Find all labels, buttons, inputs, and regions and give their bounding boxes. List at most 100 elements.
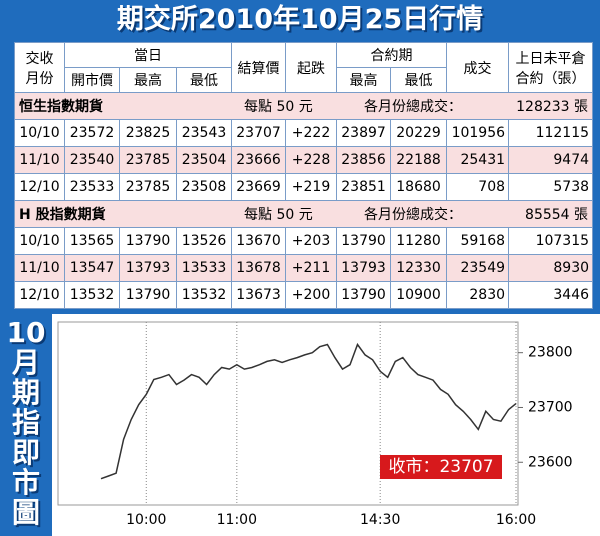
- total-label: 各月份總成交：: [364, 99, 462, 115]
- data-cell: 13532: [175, 281, 233, 309]
- header-cell: 最高: [119, 67, 177, 93]
- data-cell: 13526: [175, 227, 233, 255]
- chart: 10:00 11:00 14:30 16:00 23600 23700 23800 收市：23…: [52, 314, 600, 536]
- chart-title: 10月期指即市圖: [6, 316, 46, 529]
- header-cell: 交收 月份: [14, 42, 65, 93]
- data-cell: 10/10: [14, 119, 65, 147]
- data-cell: +228: [285, 146, 338, 174]
- data-cell: 23897: [336, 119, 392, 147]
- header-cell: 上日未平倉合約（張）: [508, 42, 594, 93]
- data-cell: 23533: [64, 173, 120, 201]
- header-text: 月份: [25, 70, 54, 87]
- annotation-box: [380, 455, 502, 479]
- data-cell: 9474: [508, 146, 594, 174]
- header-text: 上日未平倉: [515, 50, 586, 67]
- data-row: 10/10 23572 23825 23543 23707 +222 23897 20229 1…: [14, 119, 594, 147]
- data-cell: +200: [285, 281, 338, 309]
- data-cell: 23572: [64, 119, 120, 147]
- data-cell: 708: [446, 173, 510, 201]
- data-cell: 13790: [119, 281, 177, 309]
- data-cell: 11/10: [14, 146, 65, 174]
- section-row: H 股指數期貨 每點 50 元 各月份總成交： 85554 張: [13, 200, 594, 228]
- x-tick-label: 11:00: [217, 512, 257, 528]
- data-row: 11/10 13547 13793 13533 13678 +211 13793 12330 2…: [14, 254, 594, 282]
- data-cell: 10/10: [14, 227, 65, 255]
- header-cell: 合約期: [336, 42, 448, 68]
- section-row: 恒生指數期貨 每點 50 元 各月份總成交： 128233 張: [13, 92, 594, 120]
- data-cell: 23504: [175, 146, 233, 174]
- data-cell: 23540: [64, 146, 120, 174]
- data-cell: 11280: [390, 227, 448, 255]
- data-cell: +203: [285, 227, 338, 255]
- header-text: 交收: [25, 50, 54, 67]
- data-row: 12/10 23533 23785 23508 23669 +219 23851 18680 7…: [14, 173, 594, 201]
- data-cell: 10900: [390, 281, 448, 309]
- y-tick-label: 23600: [528, 454, 573, 470]
- data-row: 12/10 13532 13790 13532 13673 +200 13790 10900 2…: [14, 281, 594, 309]
- data-row: 10/10 13565 13790 13526 13670 +203 13790 11280 5…: [14, 227, 594, 255]
- data-cell: 20229: [390, 119, 448, 147]
- header-text: 合約（張）: [515, 70, 586, 87]
- data-cell: 112115: [508, 119, 594, 147]
- data-cell: 23785: [119, 146, 177, 174]
- data-cell: 23856: [336, 146, 392, 174]
- data-row: 11/10 23540 23785 23504 23666 +228 23856 22188 2…: [14, 146, 594, 174]
- data-cell: 13670: [231, 227, 287, 255]
- data-cell: 13547: [64, 254, 120, 282]
- data-cell: 13532: [64, 281, 120, 309]
- data-cell: 13793: [336, 254, 392, 282]
- quote-table: 交收 月份 當日 結算價 起跌 合約期 成交 上日未平倉 合約（張） 開市價 最高 …: [13, 42, 594, 309]
- data-cell: 13790: [119, 227, 177, 255]
- data-cell: 13565: [64, 227, 120, 255]
- data-cell: 2830: [446, 281, 510, 309]
- data-cell: 18680: [390, 173, 448, 201]
- y-tick-label: 23800: [528, 345, 573, 361]
- x-tick-label: 16:00: [496, 512, 536, 528]
- header-cell: 開市價: [64, 67, 120, 93]
- data-cell: 12330: [390, 254, 448, 282]
- data-cell: 13793: [119, 254, 177, 282]
- data-cell: 22188: [390, 146, 448, 174]
- data-cell: 12/10: [14, 173, 65, 201]
- data-cell: 23508: [175, 173, 233, 201]
- section-info: 恒生指數期貨 每點 50 元 各月份總成交： 128233 張: [15, 96, 592, 116]
- data-cell: 23543: [175, 119, 233, 147]
- header-cell: 當日: [63, 42, 233, 68]
- data-cell: 13790: [336, 281, 392, 309]
- section-cell: H 股指數期貨 每點 50 元 各月份總成交： 85554 張: [13, 200, 594, 228]
- data-cell: 25431: [446, 146, 510, 174]
- data-cell: 13673: [231, 281, 287, 309]
- data-cell: 23669: [231, 173, 287, 201]
- data-cell: 8930: [508, 254, 594, 282]
- data-cell: 5738: [508, 173, 594, 201]
- data-cell: 23666: [231, 146, 287, 174]
- y-tick-label: 23700: [528, 399, 573, 415]
- point-value: 每點 50 元: [244, 99, 313, 115]
- data-cell: 23825: [119, 119, 177, 147]
- data-cell: 11/10: [14, 254, 65, 282]
- point-value: 每點 50 元: [244, 207, 313, 223]
- total-volume: 128233 張: [516, 99, 589, 115]
- section-cell: 恒生指數期貨 每點 50 元 各月份總成交： 128233 張: [13, 92, 594, 120]
- total-volume: 85554 張: [525, 207, 589, 223]
- data-cell: 13790: [336, 227, 392, 255]
- data-cell: +211: [285, 254, 338, 282]
- data-cell: 107315: [508, 227, 594, 255]
- data-cell: 23785: [119, 173, 177, 201]
- data-cell: 23549: [446, 254, 510, 282]
- title: 期交所2010年10月25日行情: [116, 4, 484, 35]
- header-cell: 最高: [336, 67, 392, 93]
- data-cell: 13533: [175, 254, 233, 282]
- data-cell: 23707: [231, 119, 287, 147]
- total-label: 各月份總成交：: [364, 207, 462, 223]
- x-tick-label: 10:00: [126, 512, 166, 528]
- x-tick-label: 14:30: [360, 512, 400, 528]
- data-cell: 13678: [231, 254, 287, 282]
- header-cell: 成交: [446, 42, 510, 93]
- header-cell: 最低: [390, 67, 448, 93]
- section-info: H 股指數期貨 每點 50 元 各月份總成交： 85554 張: [15, 204, 592, 224]
- data-cell: +222: [285, 119, 338, 147]
- data-cell: 12/10: [14, 281, 65, 309]
- section-name: 恒生指數期貨: [19, 99, 103, 115]
